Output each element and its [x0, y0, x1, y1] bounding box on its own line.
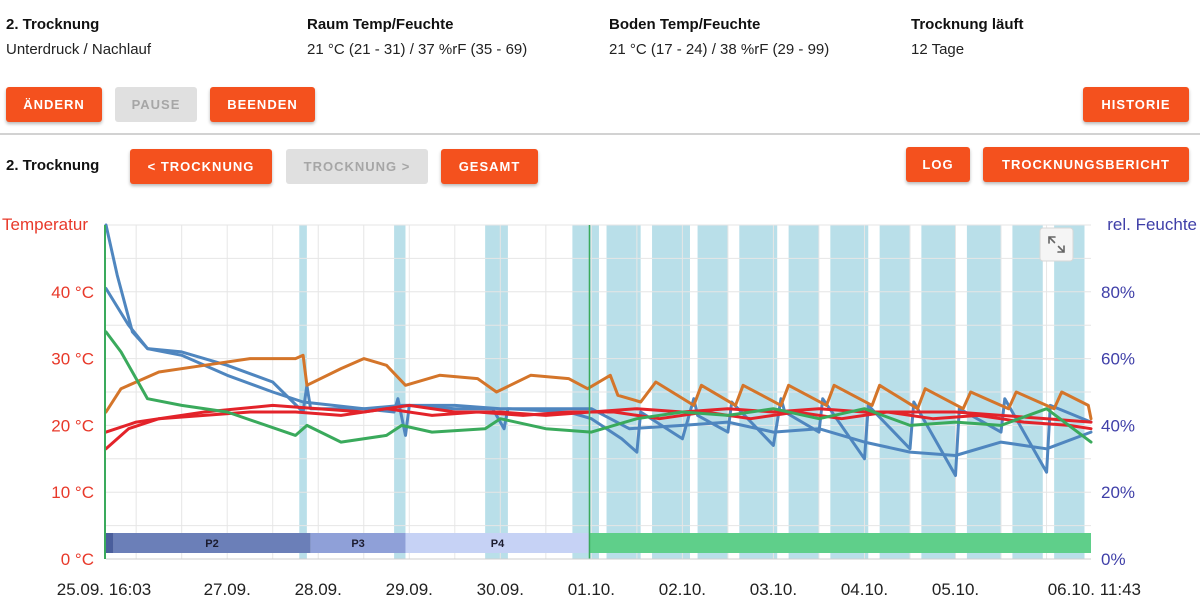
x-tick-label: 30.09. — [477, 580, 524, 599]
expand-button-bg[interactable] — [1039, 227, 1074, 262]
x-tick-label-end: 06.10. 11:43 — [1048, 580, 1141, 599]
info-floor-value: 21 °C (17 - 24) / 38 %rF (29 - 99) — [609, 41, 830, 58]
y-tick-label-left: 0 °C — [61, 550, 94, 569]
y-tick-label-right: 20% — [1101, 483, 1135, 502]
y-tick-label-left: 30 °C — [51, 350, 94, 369]
phase-bar-segment — [113, 533, 311, 553]
info-running-value: 12 Tage — [911, 41, 965, 58]
info-room-value: 21 °C (21 - 31) / 37 %rF (35 - 69) — [307, 41, 528, 58]
x-tick-label: 03.10. — [750, 580, 797, 599]
log-button[interactable]: LOG — [906, 147, 970, 182]
info-drying-value: Unterdruck / Nachlauf — [6, 41, 152, 58]
phase-label: P4 — [491, 538, 505, 550]
y-tick-label-right: 40% — [1101, 416, 1135, 435]
prev-drying-button[interactable]: < TROCKNUNG — [130, 149, 272, 184]
next-drying-button[interactable]: TROCKNUNG > — [286, 149, 428, 184]
phase-bar-segment — [589, 533, 1091, 553]
x-tick-label: 28.09. — [295, 580, 342, 599]
series-line-orange — [104, 353, 1093, 421]
info-room: Raum Temp/Feuchte 21 °C (21 - 31) / 37 %… — [307, 16, 527, 58]
change-button[interactable]: ÄNDERN — [6, 87, 102, 122]
phase-bar-segment — [310, 533, 406, 553]
y-tick-label-right: 0% — [1101, 550, 1126, 569]
expand-icon — [1048, 236, 1065, 253]
y-tick-label-left: 20 °C — [51, 416, 94, 435]
phase-label: P3 — [351, 538, 364, 550]
x-tick-label: 02.10. — [659, 580, 706, 599]
series-line-blue — [104, 287, 1093, 457]
y-tick-label-left: 40 °C — [51, 283, 94, 302]
total-button[interactable]: GESAMT — [441, 149, 538, 184]
section-title: 2. Trocknung — [6, 157, 100, 174]
info-drying: 2. Trocknung Unterdruck / Nachlauf — [6, 16, 151, 58]
series-line-red — [104, 403, 1093, 434]
y-tick-label-right: 80% — [1101, 283, 1135, 302]
info-running-title: Trocknung läuft — [911, 16, 1024, 33]
pause-button[interactable]: PAUSE — [115, 87, 197, 122]
series-line-green — [104, 330, 1093, 444]
report-button[interactable]: TROCKNUNGSBERICHT — [983, 147, 1189, 182]
drying-chart: P2 P3 P4 Temperatur rel. Feuchte 0 °C 10 °C 20… — [2, 215, 1197, 599]
info-running: Trocknung läuft 12 Tage — [911, 16, 1024, 58]
info-floor-title: Boden Temp/Feuchte — [609, 16, 761, 33]
phase-bar-segment — [106, 533, 114, 553]
info-floor: Boden Temp/Feuchte 21 °C (17 - 24) / 38 … — [609, 16, 829, 58]
divider — [0, 133, 1200, 135]
x-tick-label: 05.10. — [932, 580, 979, 599]
y-tick-label-left: 10 °C — [51, 483, 94, 502]
x-tick-label: 29.09. — [386, 580, 433, 599]
expand-button[interactable] — [1039, 227, 1074, 262]
phase-bar-segment — [405, 533, 590, 553]
history-button[interactable]: HISTORIE — [1083, 87, 1189, 122]
phase-label: P2 — [205, 538, 218, 550]
info-drying-title: 2. Trocknung — [6, 16, 100, 33]
y-tick-label-right: 60% — [1101, 350, 1135, 369]
y-axis-title-left: Temperatur — [2, 215, 88, 234]
x-tick-label: 01.10. — [568, 580, 615, 599]
x-tick-label: 27.09. — [204, 580, 251, 599]
y-axis-title-right: rel. Feuchte — [1107, 215, 1197, 234]
info-room-title: Raum Temp/Feuchte — [307, 16, 454, 33]
x-tick-label: 04.10. — [841, 580, 888, 599]
x-tick-label-start: 25.09. 16:03 — [57, 580, 152, 599]
end-button[interactable]: BEENDEN — [210, 87, 315, 122]
